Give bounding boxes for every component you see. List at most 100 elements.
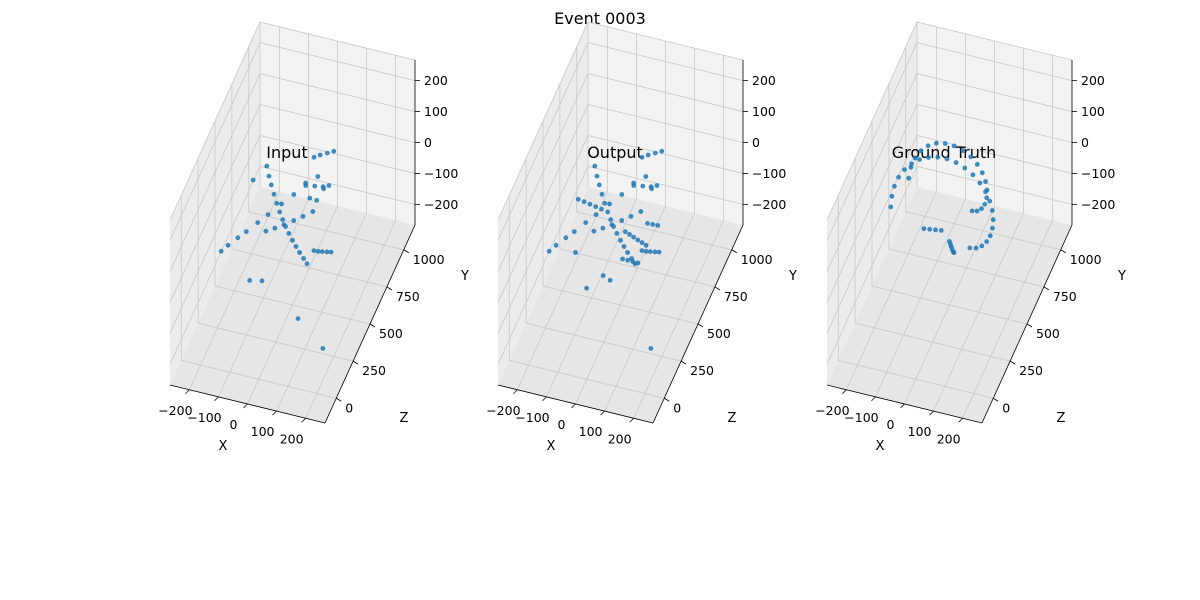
z-tick — [403, 249, 409, 254]
data-point — [987, 198, 993, 204]
gridline-z — [854, 158, 1011, 362]
data-point — [908, 164, 914, 170]
data-point — [250, 177, 256, 183]
data-point — [310, 209, 316, 214]
data-point — [619, 218, 625, 223]
z-tick-label: 1000 — [741, 252, 773, 267]
gridline-x — [276, 48, 367, 412]
data-point — [593, 204, 599, 210]
x-tick — [842, 389, 847, 395]
data-point — [968, 154, 974, 160]
data-point — [599, 191, 605, 197]
data-point — [888, 204, 894, 210]
z-tick-label: 250 — [362, 363, 386, 378]
data-point — [628, 214, 634, 219]
x-axis-label: X — [876, 439, 885, 454]
data-point — [649, 186, 654, 192]
data-point — [600, 225, 606, 231]
y-tick-label: 200 — [1081, 73, 1105, 88]
scatter-series — [218, 148, 337, 351]
z-tick-label: 500 — [379, 326, 403, 341]
gridline-z — [905, 46, 1061, 251]
gridline-x — [546, 33, 637, 398]
data-point — [594, 173, 600, 179]
data-point — [645, 152, 651, 158]
z-tick-label: 0 — [345, 400, 353, 415]
data-point — [638, 209, 644, 214]
z-axis-label: Z — [1057, 411, 1066, 426]
data-point — [619, 192, 625, 197]
data-point — [918, 148, 924, 154]
data-point — [315, 249, 321, 254]
data-point — [599, 206, 604, 212]
z-tick-label: 750 — [724, 289, 748, 304]
x-axis-label: X — [547, 439, 556, 454]
gridline-x — [904, 41, 995, 405]
data-point — [315, 174, 321, 179]
z-tick-label: 500 — [707, 326, 731, 341]
x-tick — [629, 417, 634, 423]
z-tick — [1026, 323, 1033, 328]
data-point — [272, 225, 278, 231]
data-point — [295, 316, 301, 321]
data-point — [328, 249, 334, 255]
gridline-z — [559, 83, 715, 288]
gridline-z — [197, 158, 354, 362]
data-point — [659, 148, 665, 154]
data-point — [279, 201, 284, 207]
data-point — [317, 152, 323, 158]
x-tick — [272, 410, 277, 416]
data-point — [953, 160, 959, 166]
x-tick — [185, 389, 190, 395]
gridline-x — [575, 41, 666, 405]
z-tick-label: 0 — [1002, 400, 1010, 415]
y-tick-label: 200 — [424, 73, 448, 88]
data-point — [621, 244, 627, 249]
x-axis-label: X — [219, 439, 228, 454]
data-point — [281, 222, 287, 228]
z-tick — [697, 323, 704, 328]
data-point — [303, 180, 308, 186]
data-point — [656, 249, 662, 255]
data-point — [319, 249, 325, 255]
y-axis-label: Y — [788, 269, 797, 284]
gridline-z — [576, 46, 732, 251]
z-tick-label: 1000 — [1070, 252, 1102, 267]
y-axis-label: Y — [460, 269, 469, 284]
data-point — [264, 163, 270, 169]
data-point — [573, 250, 578, 255]
x-tick-label: 100 — [579, 424, 603, 439]
gridline-z — [542, 121, 699, 325]
data-point — [620, 256, 625, 262]
subplot-ground-truth: −200−100 0 100 20002505007501000−200−100010… — [815, 21, 1126, 454]
gridline-z — [525, 158, 682, 362]
data-point — [935, 154, 941, 160]
y-tick-label: 100 — [752, 104, 776, 119]
data-point — [925, 143, 931, 149]
data-point — [625, 257, 631, 263]
figure-title: Event 0003 — [554, 9, 646, 28]
data-point — [255, 220, 261, 226]
data-point — [243, 229, 249, 235]
data-point — [921, 226, 927, 232]
gridline-x — [305, 55, 397, 419]
gridline-z — [888, 83, 1044, 288]
data-point — [277, 209, 283, 215]
data-point — [944, 156, 950, 162]
x-tick-label: 200 — [280, 431, 304, 446]
data-point — [247, 278, 253, 283]
x-tick-label: −100 — [844, 410, 878, 425]
y-tick-label: −200 — [1081, 197, 1115, 212]
data-point — [917, 157, 922, 162]
data-point — [639, 240, 645, 246]
subplot-input: −200−100 0 100 20002505007501000−200−100010… — [158, 21, 469, 454]
gridline-x — [189, 26, 280, 390]
data-point — [312, 183, 318, 189]
z-tick-label: 250 — [690, 363, 714, 378]
data-point — [938, 228, 944, 233]
data-point — [301, 256, 306, 261]
y-tick-label: 200 — [752, 73, 776, 88]
data-point — [331, 148, 337, 154]
data-point — [321, 186, 326, 192]
data-point — [307, 195, 313, 201]
